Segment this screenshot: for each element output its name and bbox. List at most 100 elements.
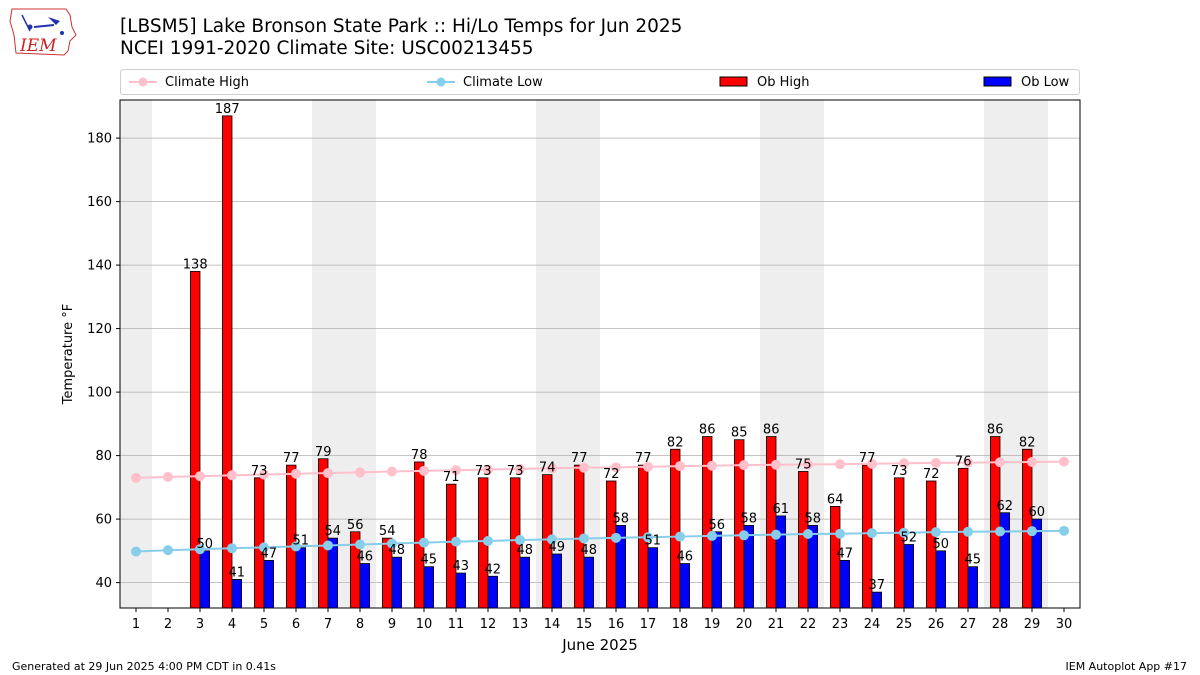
climate-high-point	[1059, 456, 1069, 467]
ob-low-value-label: 37	[869, 578, 886, 593]
climate-high-point	[707, 460, 717, 471]
title-line-2: NCEI 1991-2020 Climate Site: USC00213455	[120, 38, 534, 59]
ob-high-value-label: 73	[507, 464, 524, 479]
ob-high-value-label: 79	[315, 445, 332, 460]
y-tick-label: 180	[87, 132, 112, 147]
ob-high-value-label: 77	[859, 451, 876, 466]
ob-low-bar	[295, 547, 307, 609]
x-tick-label: 30	[1056, 617, 1073, 632]
ob-low-bar	[551, 553, 563, 609]
climate-low-point	[899, 527, 909, 538]
ob-high-bar	[958, 467, 969, 609]
climate-high-point	[739, 460, 749, 471]
x-tick-label: 5	[260, 617, 268, 632]
x-tick-label: 1	[132, 617, 140, 632]
ob-low-bar	[967, 566, 979, 609]
climate-high-point	[323, 468, 333, 479]
ob-low-bar	[231, 579, 243, 609]
ob-low-value-label: 46	[677, 550, 694, 565]
plot-frame	[119, 99, 1081, 609]
ob-high-value-label: 72	[603, 467, 620, 482]
x-tick-label: 25	[896, 617, 913, 632]
climate-low-point	[483, 536, 493, 547]
ob-high-bar	[670, 448, 681, 609]
climate-low-point	[739, 530, 749, 541]
ob-low-bar	[775, 515, 787, 609]
x-tick-label: 6	[292, 617, 300, 632]
x-tick-label: 3	[196, 617, 204, 632]
climate-low-point	[1059, 525, 1069, 536]
ob-high-value-label: 77	[571, 451, 588, 466]
x-tick-label: 28	[992, 617, 1009, 632]
climate-low-point	[323, 540, 333, 551]
climate-low-point	[675, 531, 685, 542]
x-tick-label: 10	[416, 617, 433, 632]
climate-high-point	[803, 459, 813, 470]
ob-low-value-label: 47	[837, 546, 854, 561]
climate-low-point	[131, 546, 141, 557]
x-tick-label: 18	[672, 617, 689, 632]
x-tick-label: 11	[448, 617, 465, 632]
ob-low-bar	[935, 550, 947, 609]
ob-low-value-label: 61	[773, 502, 790, 517]
climate-low-point	[259, 542, 269, 553]
ob-low-value-label: 54	[325, 524, 342, 539]
x-tick-label: 8	[356, 617, 364, 632]
climate-low-point	[515, 535, 525, 546]
ob-low-bar	[583, 556, 595, 609]
x-tick-label: 4	[228, 617, 236, 632]
climate-low-point	[707, 530, 717, 541]
chart-legend: Climate High Climate Low Ob High Ob Low	[120, 69, 1080, 95]
climate-high-point	[835, 459, 845, 470]
x-tick-label: 15	[576, 617, 593, 632]
ob-low-value-label: 43	[453, 559, 470, 574]
ob-low-value-label: 49	[549, 540, 566, 555]
ob-low-bar	[839, 559, 851, 609]
climate-low-point	[931, 527, 941, 538]
climate-high-point	[867, 458, 877, 469]
footer-generated: Generated at 29 Jun 2025 4:00 PM CDT in …	[12, 660, 277, 673]
ob-low-bar	[647, 547, 659, 609]
iem-logo: IEM	[8, 5, 80, 59]
ob-high-value-label: 54	[379, 524, 396, 539]
ob-high-bar	[606, 480, 617, 609]
x-tick-label: 12	[480, 617, 497, 632]
ob-high-value-label: 71	[443, 470, 460, 485]
x-tick-label: 9	[388, 617, 396, 632]
svg-text:IEM: IEM	[19, 36, 57, 56]
y-tick-label: 140	[87, 259, 112, 274]
climate-low-point	[163, 545, 173, 556]
x-tick-label: 2	[164, 617, 172, 632]
ob-low-bar	[199, 550, 211, 609]
climate-high-point	[259, 469, 269, 480]
ob-low-bar	[903, 544, 915, 609]
x-tick-label: 7	[324, 617, 332, 632]
climate-high-point	[611, 462, 621, 473]
climate-low-point	[995, 526, 1005, 537]
climate-high-point	[227, 470, 237, 481]
climate-low-point	[1027, 526, 1037, 537]
climate-high-point	[547, 463, 557, 474]
climate-high-point	[995, 457, 1005, 468]
climate-high-point	[771, 459, 781, 470]
x-tick-label: 17	[640, 617, 657, 632]
chart-title: [LBSM5] Lake Bronson State Park :: Hi/Lo…	[120, 16, 682, 60]
ob-high-value-label: 86	[987, 423, 1004, 438]
ob-low-bar	[519, 556, 531, 609]
climate-high-point	[579, 462, 589, 473]
ob-high-bar	[189, 271, 201, 609]
ob-low-value-label: 48	[581, 543, 598, 558]
ob-high-value-label: 78	[411, 448, 428, 463]
ob-high-value-label: 73	[251, 464, 268, 479]
climate-low-point	[291, 541, 301, 552]
ob-high-value-label: 56	[347, 518, 364, 533]
x-axis-label: June 2025	[561, 636, 638, 654]
iowa-map-icon: IEM	[9, 8, 77, 56]
ob-low-bar	[263, 559, 275, 609]
ob-low-bar	[487, 575, 499, 609]
legend-climate-low-label: Climate Low	[463, 74, 543, 90]
ob-high-value-label: 82	[1019, 435, 1036, 450]
x-tick-label: 24	[864, 617, 881, 632]
climate-high-point	[163, 471, 173, 482]
